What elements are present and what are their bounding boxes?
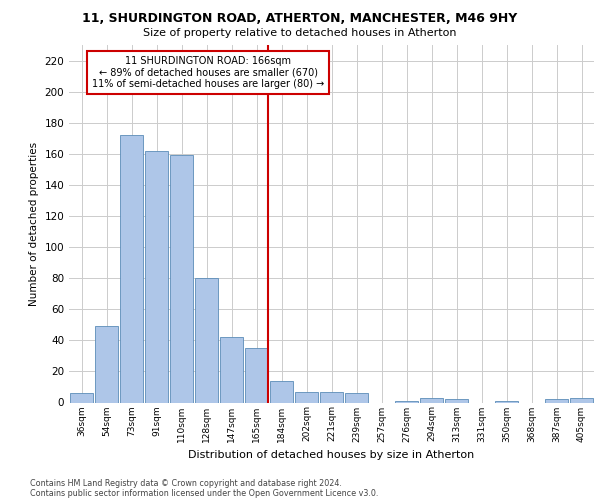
Text: Size of property relative to detached houses in Atherton: Size of property relative to detached ho… [143, 28, 457, 38]
Bar [295, 392, 319, 402]
Bar [445, 400, 469, 402]
Bar [569, 398, 593, 402]
X-axis label: Distribution of detached houses by size in Atherton: Distribution of detached houses by size … [188, 450, 475, 460]
Bar [344, 393, 368, 402]
Text: Contains public sector information licensed under the Open Government Licence v3: Contains public sector information licen… [30, 488, 379, 498]
Bar [70, 393, 94, 402]
Bar [395, 401, 418, 402]
Bar [220, 337, 244, 402]
Text: 11 SHURDINGTON ROAD: 166sqm
← 89% of detached houses are smaller (670)
11% of se: 11 SHURDINGTON ROAD: 166sqm ← 89% of det… [92, 56, 324, 89]
Bar [269, 380, 293, 402]
Bar [245, 348, 268, 403]
Bar [170, 156, 193, 402]
Bar [119, 135, 143, 402]
Bar [95, 326, 118, 402]
Bar [494, 401, 518, 402]
Bar [545, 400, 568, 402]
Bar [419, 398, 443, 402]
Bar [145, 150, 169, 402]
Text: 11, SHURDINGTON ROAD, ATHERTON, MANCHESTER, M46 9HY: 11, SHURDINGTON ROAD, ATHERTON, MANCHEST… [82, 12, 518, 26]
Bar [194, 278, 218, 402]
Text: Contains HM Land Registry data © Crown copyright and database right 2024.: Contains HM Land Registry data © Crown c… [30, 478, 342, 488]
Bar [320, 392, 343, 402]
Y-axis label: Number of detached properties: Number of detached properties [29, 142, 39, 306]
